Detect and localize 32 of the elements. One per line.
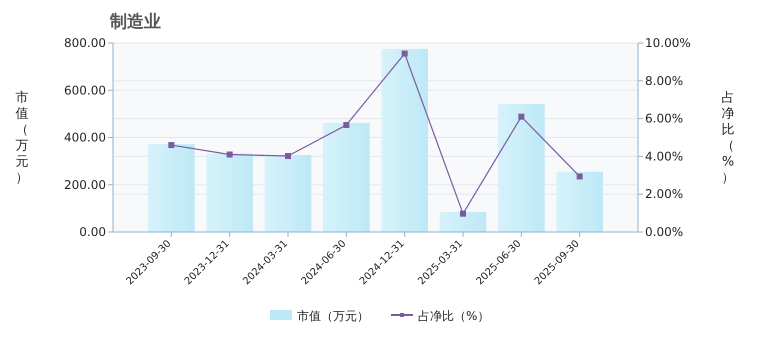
point xyxy=(402,50,408,57)
bar xyxy=(381,48,428,232)
y-axis-title: 市值（万元） xyxy=(16,90,28,186)
bar xyxy=(148,144,195,232)
point xyxy=(285,153,291,160)
point xyxy=(343,122,350,128)
y2-tick-label: 6.00% xyxy=(645,112,684,126)
point xyxy=(576,173,583,180)
y2-axis-title: 占净比（%） xyxy=(722,90,734,186)
y2-tick-label: 4.00% xyxy=(645,149,684,164)
point xyxy=(168,142,174,148)
y2-tick-label: 10.00% xyxy=(645,36,691,50)
y2-tick-label: 2.00% xyxy=(645,187,684,202)
y2-tick-label: 0.00% xyxy=(645,225,684,239)
y-tick-label: 400.00 xyxy=(64,130,106,144)
chart-title: 制造业 xyxy=(109,12,161,32)
point xyxy=(226,152,233,158)
y2-tick-label: 8.00% xyxy=(645,74,684,88)
y-tick-label: 600.00 xyxy=(64,83,106,98)
bar xyxy=(440,212,486,232)
legend-label: 市值（万元） xyxy=(297,309,369,323)
point xyxy=(460,210,466,217)
bar xyxy=(556,172,603,232)
y-tick-label: 0.00 xyxy=(79,225,106,239)
point xyxy=(518,114,524,120)
bar xyxy=(323,122,370,232)
y-tick-label: 800.00 xyxy=(64,36,106,50)
legend-label: 占净比（%） xyxy=(418,309,490,323)
bar xyxy=(264,154,312,232)
y-tick-label: 200.00 xyxy=(64,178,106,192)
bar xyxy=(498,104,545,232)
bar xyxy=(206,154,253,232)
